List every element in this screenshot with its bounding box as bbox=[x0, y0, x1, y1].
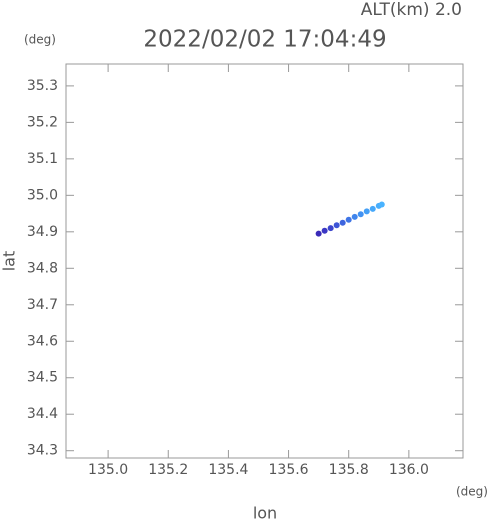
y-tick-label: 35.1 bbox=[27, 151, 58, 167]
y-tick-label: 35.0 bbox=[27, 187, 58, 203]
x-unit: (deg) bbox=[456, 485, 488, 499]
y-tick-label: 34.6 bbox=[27, 333, 58, 349]
y-tick-label: 34.3 bbox=[27, 443, 58, 459]
y-tick-label: 35.3 bbox=[27, 78, 58, 94]
chart-title: 2022/02/02 17:04:49 bbox=[143, 27, 386, 53]
point bbox=[357, 211, 364, 218]
x-tick-label: 136.0 bbox=[389, 462, 429, 478]
x-tick-label: 135.6 bbox=[269, 462, 309, 478]
point bbox=[369, 205, 376, 212]
x-tick-label: 135.2 bbox=[148, 462, 188, 478]
x-tick-label: 135.8 bbox=[329, 462, 369, 478]
x-tick-label: 135.4 bbox=[208, 462, 248, 478]
point bbox=[315, 230, 322, 237]
annotation: ALT(km) 2.0 bbox=[361, 0, 462, 20]
point bbox=[333, 222, 340, 229]
y-tick-label: 35.2 bbox=[27, 114, 58, 130]
y-tick-label: 34.7 bbox=[27, 297, 58, 313]
x-tick-label: 135.0 bbox=[88, 462, 128, 478]
point bbox=[339, 219, 346, 226]
point bbox=[378, 201, 385, 208]
point bbox=[327, 225, 334, 232]
y-tick-label: 34.9 bbox=[27, 224, 58, 240]
point bbox=[321, 227, 328, 234]
point bbox=[351, 213, 358, 220]
y-axis-label: lat bbox=[0, 251, 19, 272]
y-tick-label: 34.8 bbox=[27, 260, 58, 276]
point bbox=[363, 208, 370, 215]
y-unit: (deg) bbox=[24, 33, 56, 47]
y-tick-label: 34.4 bbox=[27, 406, 58, 422]
y-tick-label: 34.5 bbox=[27, 370, 58, 386]
x-axis-label: lon bbox=[253, 504, 277, 521]
point bbox=[345, 216, 352, 223]
plot-frame bbox=[65, 63, 464, 459]
